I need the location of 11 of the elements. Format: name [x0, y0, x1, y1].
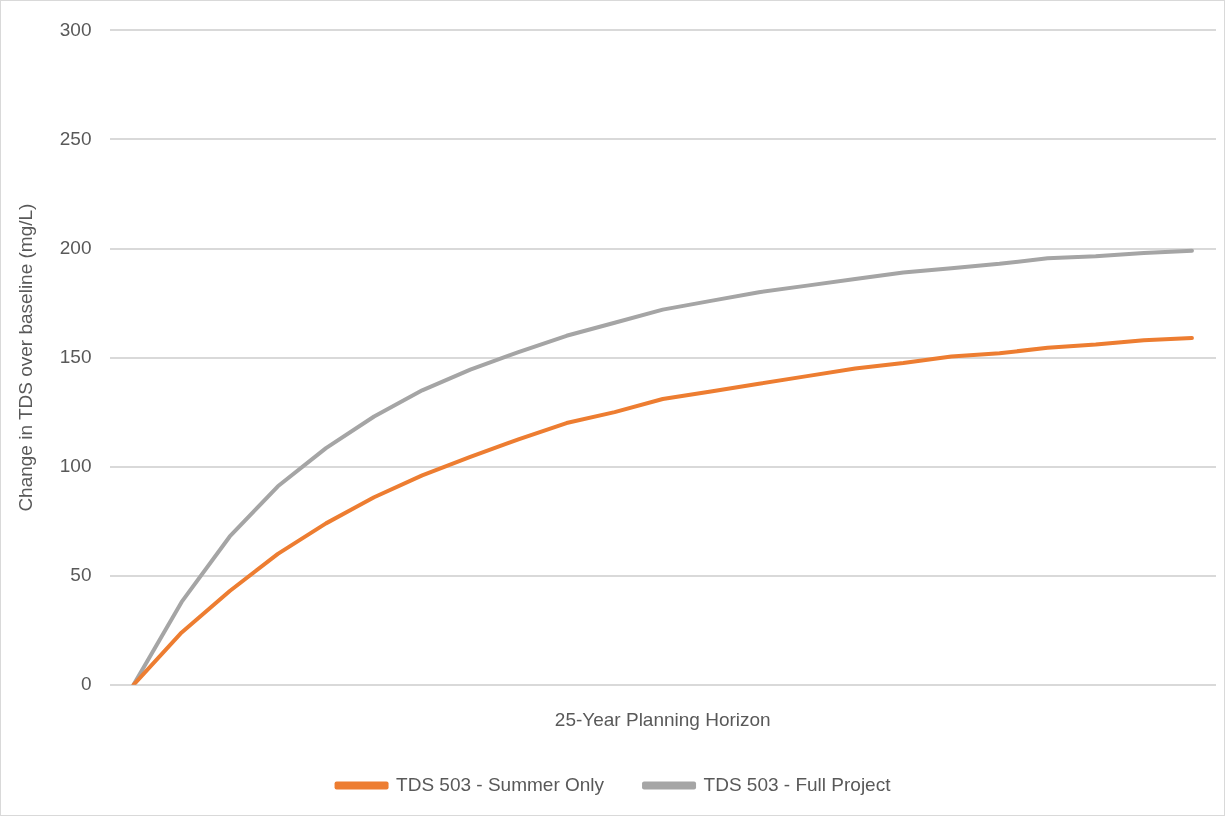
y-tick-label: 250 — [59, 127, 92, 149]
y-tick-label: 50 — [70, 563, 92, 585]
y-tick-label: 100 — [59, 454, 92, 476]
y-tick-label: 0 — [80, 673, 92, 695]
legend-label: TDS 503 - Full Project — [703, 773, 892, 795]
legend-label: TDS 503 - Summer Only — [396, 773, 605, 795]
y-tick-label: 200 — [59, 236, 92, 258]
y-tick-label: 300 — [59, 18, 92, 40]
y-tick-label: 150 — [59, 345, 92, 367]
y-axis-title: Change in TDS over baseline (mg/L) — [14, 203, 36, 512]
x-axis-title: 25-Year Planning Horizon — [554, 708, 771, 730]
